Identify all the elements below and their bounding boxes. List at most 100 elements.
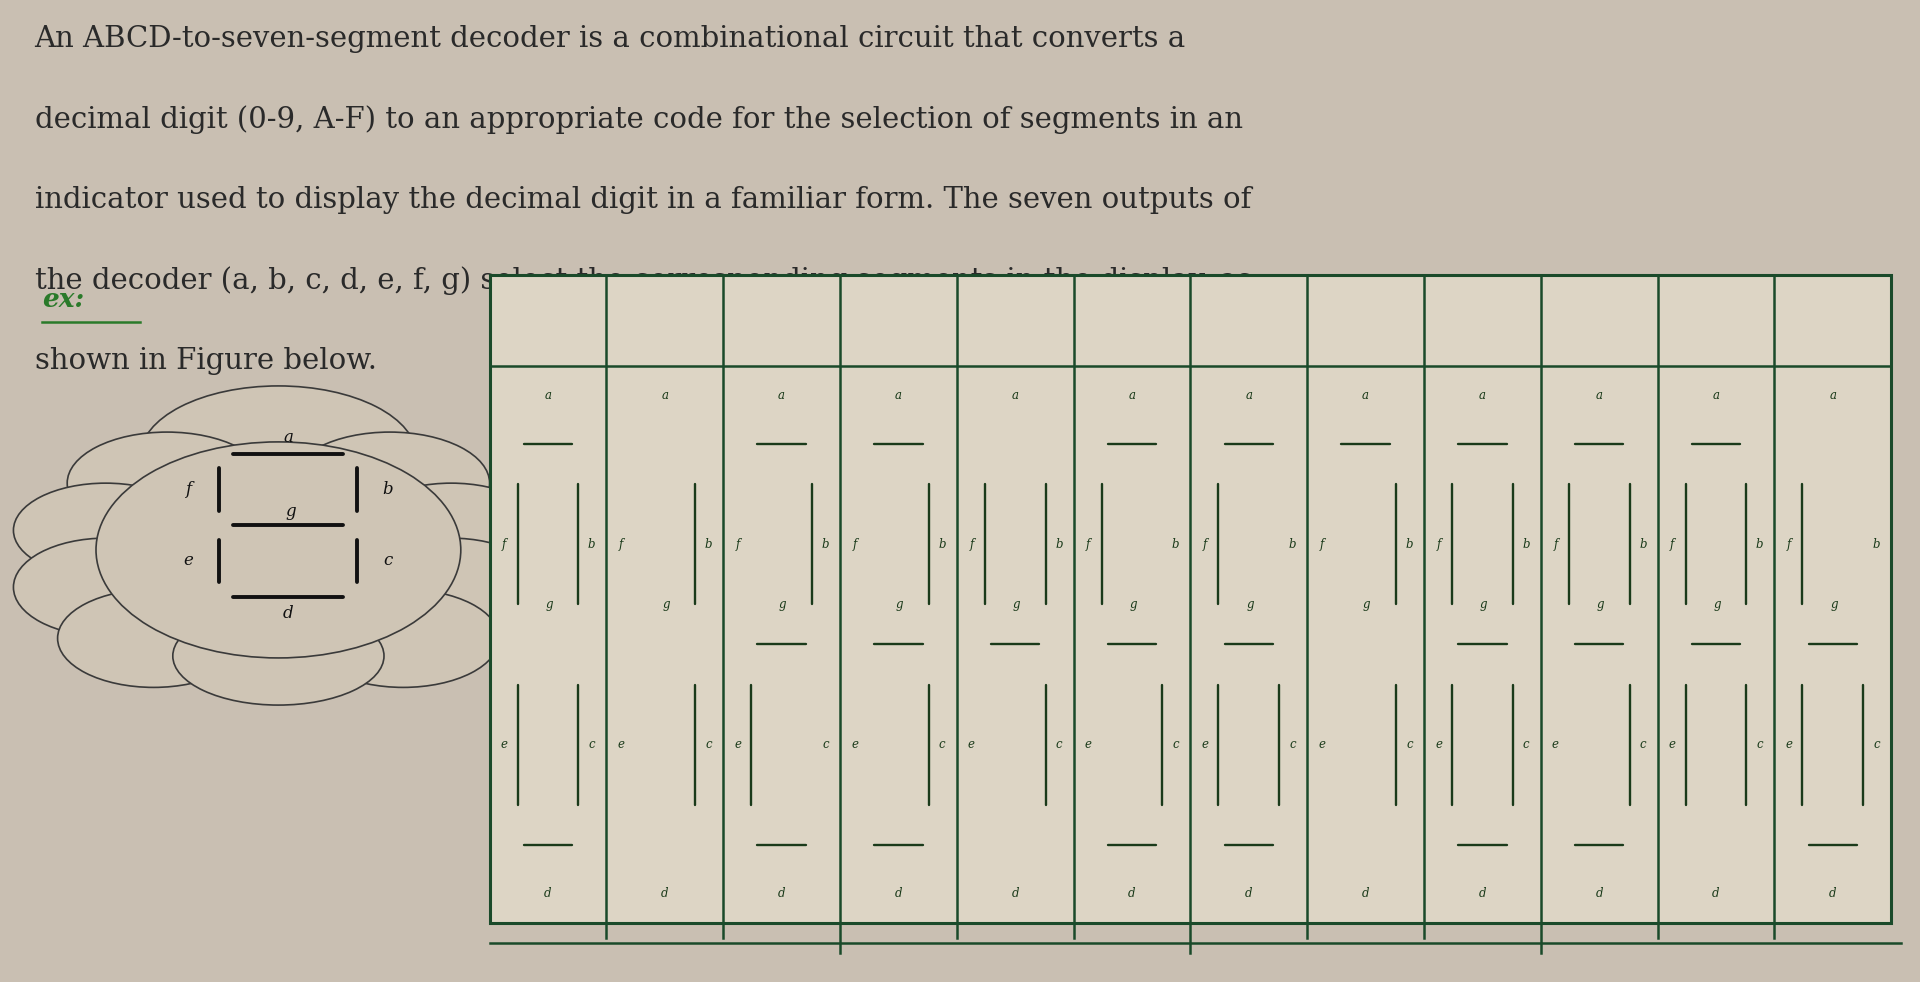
Text: c: c	[822, 738, 829, 751]
Text: e: e	[1434, 738, 1442, 751]
Text: b: b	[1872, 537, 1880, 551]
Text: f: f	[1087, 537, 1091, 551]
Text: g: g	[662, 598, 670, 611]
Ellipse shape	[13, 483, 198, 577]
Text: c: c	[1523, 738, 1530, 751]
Text: f: f	[852, 537, 856, 551]
Text: e: e	[184, 553, 194, 570]
Text: a: a	[545, 389, 551, 402]
Text: An ABCD-to-seven-segment decoder is a combinational circuit that converts a: An ABCD-to-seven-segment decoder is a co…	[35, 25, 1187, 53]
Text: g: g	[1129, 598, 1137, 611]
Ellipse shape	[359, 538, 543, 636]
Text: decimal digit (0-9, A-F) to an appropriate code for the selection of segments in: decimal digit (0-9, A-F) to an appropria…	[35, 105, 1242, 134]
Text: b: b	[705, 537, 712, 551]
Text: d: d	[1361, 887, 1369, 900]
Text: c: c	[1640, 738, 1645, 751]
Text: indicator used to display the decimal digit in a familiar form. The seven output: indicator used to display the decimal di…	[35, 186, 1252, 214]
Text: f: f	[1670, 537, 1674, 551]
Text: c: c	[705, 738, 712, 751]
Ellipse shape	[140, 386, 417, 527]
Ellipse shape	[173, 607, 384, 705]
Text: g: g	[897, 598, 904, 611]
Text: f: f	[186, 481, 192, 498]
Text: b: b	[382, 481, 394, 498]
Text: e: e	[1668, 738, 1676, 751]
Text: b: b	[939, 537, 947, 551]
Text: a: a	[1361, 389, 1369, 402]
Text: e: e	[618, 738, 624, 751]
Text: f: f	[618, 537, 624, 551]
Text: c: c	[1874, 738, 1880, 751]
Text: g: g	[1830, 598, 1837, 611]
Text: g: g	[1012, 598, 1020, 611]
Text: d: d	[1713, 887, 1720, 900]
Ellipse shape	[96, 442, 461, 658]
Text: e: e	[1551, 738, 1559, 751]
Text: b: b	[1056, 537, 1062, 551]
Text: e: e	[968, 738, 975, 751]
Text: b: b	[1523, 537, 1530, 551]
Text: g: g	[286, 503, 296, 519]
Ellipse shape	[359, 483, 543, 577]
Text: b: b	[588, 537, 595, 551]
Text: c: c	[1405, 738, 1413, 751]
Text: d: d	[895, 887, 902, 900]
Text: g: g	[1480, 598, 1488, 611]
Text: g: g	[1597, 598, 1605, 611]
Text: b: b	[822, 537, 829, 551]
Text: d: d	[778, 887, 785, 900]
Text: e: e	[1202, 738, 1208, 751]
Text: d: d	[1830, 887, 1837, 900]
Text: f: f	[735, 537, 739, 551]
Text: a: a	[1012, 389, 1020, 402]
Text: a: a	[1713, 389, 1720, 402]
Text: f: f	[970, 537, 973, 551]
Text: a: a	[660, 389, 668, 402]
Text: g: g	[1363, 598, 1371, 611]
Text: c: c	[1173, 738, 1179, 751]
Text: e: e	[1786, 738, 1793, 751]
Text: b: b	[1640, 537, 1647, 551]
Text: d: d	[543, 887, 551, 900]
Ellipse shape	[58, 589, 250, 687]
Text: c: c	[1288, 738, 1296, 751]
Text: g: g	[1713, 598, 1720, 611]
Text: a: a	[282, 428, 294, 446]
Text: f: f	[1319, 537, 1325, 551]
Text: b: b	[1171, 537, 1179, 551]
Text: a: a	[1596, 389, 1603, 402]
Ellipse shape	[67, 432, 267, 534]
Text: b: b	[1405, 537, 1413, 551]
Text: d: d	[1478, 887, 1486, 900]
Text: c: c	[939, 738, 945, 751]
Text: f: f	[1436, 537, 1440, 551]
Bar	[490, 275, 1891, 923]
Text: a: a	[1129, 389, 1135, 402]
Text: d: d	[1012, 887, 1020, 900]
Text: e: e	[851, 738, 858, 751]
Text: a: a	[778, 389, 785, 402]
Text: g: g	[1246, 598, 1254, 611]
Text: g: g	[545, 598, 553, 611]
Text: a: a	[1478, 389, 1486, 402]
Text: e: e	[1319, 738, 1325, 751]
Text: f: f	[1553, 537, 1557, 551]
Text: a: a	[1246, 389, 1252, 402]
Text: e: e	[501, 738, 507, 751]
Text: d: d	[1596, 887, 1603, 900]
Text: d: d	[1129, 887, 1137, 900]
Text: c: c	[1056, 738, 1062, 751]
Text: f: f	[503, 537, 507, 551]
Text: e: e	[1085, 738, 1092, 751]
Text: b: b	[1288, 537, 1296, 551]
Text: c: c	[382, 553, 392, 570]
Text: b: b	[1757, 537, 1763, 551]
Text: f: f	[1788, 537, 1791, 551]
Text: the decoder (a, b, c, d, e, f, g) select the corresponding segments in the displ: the decoder (a, b, c, d, e, f, g) select…	[35, 266, 1252, 295]
Text: f: f	[1204, 537, 1208, 551]
Text: g: g	[780, 598, 787, 611]
Text: a: a	[1830, 389, 1836, 402]
Text: ex:: ex:	[42, 287, 84, 312]
Text: e: e	[733, 738, 741, 751]
Ellipse shape	[307, 589, 499, 687]
